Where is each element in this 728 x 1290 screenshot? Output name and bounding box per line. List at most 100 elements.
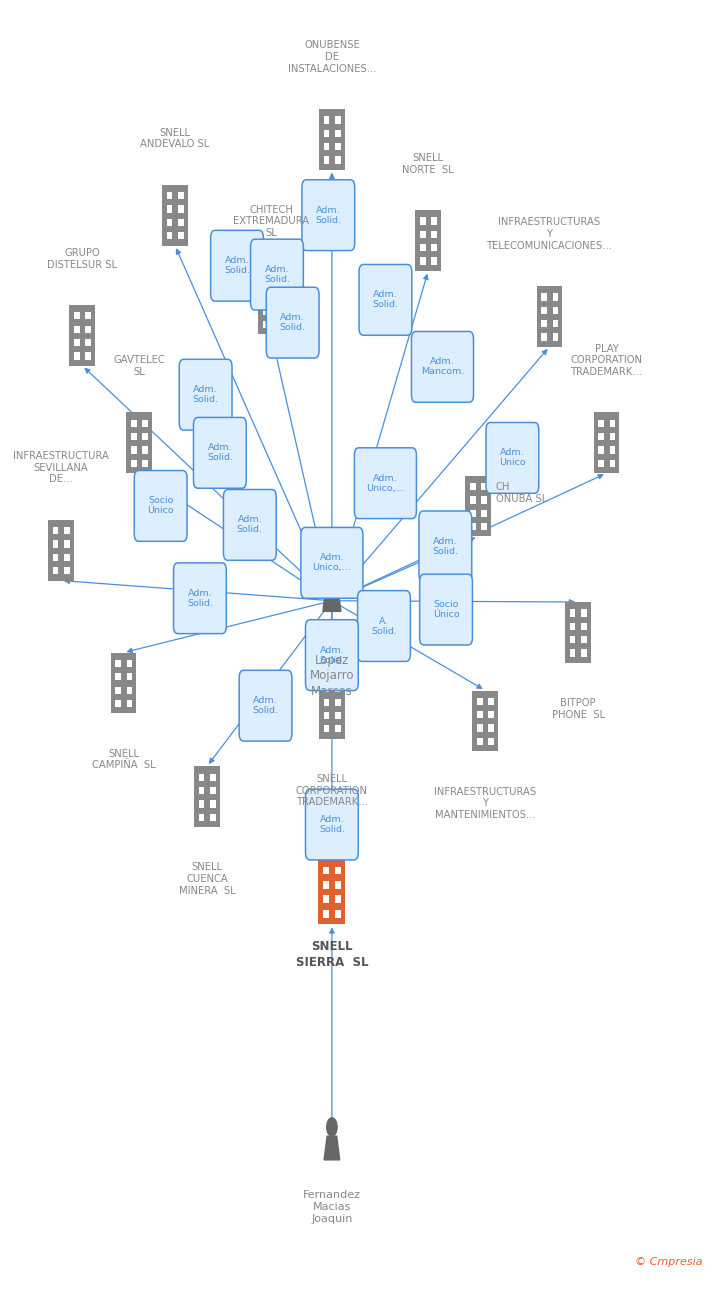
FancyBboxPatch shape <box>167 192 173 200</box>
Text: GAVTELEC
SL: GAVTELEC SL <box>114 355 165 377</box>
FancyBboxPatch shape <box>263 321 269 328</box>
FancyBboxPatch shape <box>210 231 264 301</box>
FancyBboxPatch shape <box>542 320 547 328</box>
FancyBboxPatch shape <box>134 471 187 542</box>
FancyBboxPatch shape <box>598 459 604 467</box>
FancyBboxPatch shape <box>324 156 329 164</box>
FancyBboxPatch shape <box>69 304 95 365</box>
FancyBboxPatch shape <box>324 129 329 137</box>
FancyBboxPatch shape <box>162 184 188 245</box>
FancyBboxPatch shape <box>420 218 426 224</box>
FancyBboxPatch shape <box>470 497 475 503</box>
FancyBboxPatch shape <box>537 286 562 347</box>
FancyBboxPatch shape <box>472 690 498 751</box>
FancyBboxPatch shape <box>324 698 329 706</box>
FancyBboxPatch shape <box>481 482 487 490</box>
FancyBboxPatch shape <box>481 522 487 530</box>
FancyBboxPatch shape <box>416 210 441 271</box>
FancyBboxPatch shape <box>419 574 472 645</box>
FancyBboxPatch shape <box>594 413 620 473</box>
FancyBboxPatch shape <box>127 673 132 681</box>
FancyBboxPatch shape <box>64 568 69 574</box>
Text: © Cmpresia: © Cmpresia <box>636 1256 703 1267</box>
FancyBboxPatch shape <box>335 129 341 137</box>
Text: CHITECH
EXTREMADURA
SL: CHITECH EXTREMADURA SL <box>233 205 309 237</box>
FancyBboxPatch shape <box>598 419 604 427</box>
Text: SNELL
CUENCA
MINERA  SL: SNELL CUENCA MINERA SL <box>179 863 235 895</box>
FancyBboxPatch shape <box>359 264 412 335</box>
FancyBboxPatch shape <box>481 510 487 517</box>
FancyBboxPatch shape <box>178 192 183 200</box>
Text: PLAY
CORPORATION
TRADEMARK...: PLAY CORPORATION TRADEMARK... <box>571 344 643 377</box>
FancyBboxPatch shape <box>553 293 558 301</box>
Circle shape <box>327 1118 337 1136</box>
FancyBboxPatch shape <box>609 419 615 427</box>
FancyBboxPatch shape <box>488 725 494 731</box>
FancyBboxPatch shape <box>465 476 491 537</box>
FancyBboxPatch shape <box>85 352 91 360</box>
FancyBboxPatch shape <box>85 339 91 346</box>
FancyBboxPatch shape <box>609 446 615 454</box>
FancyBboxPatch shape <box>274 307 280 315</box>
FancyBboxPatch shape <box>167 219 173 226</box>
FancyBboxPatch shape <box>64 541 69 548</box>
FancyBboxPatch shape <box>301 528 363 599</box>
FancyBboxPatch shape <box>420 244 426 252</box>
FancyBboxPatch shape <box>486 423 539 493</box>
FancyBboxPatch shape <box>335 698 341 706</box>
FancyBboxPatch shape <box>323 909 329 917</box>
Text: Adm.
Solid.: Adm. Solid. <box>319 815 345 835</box>
FancyBboxPatch shape <box>74 352 79 360</box>
FancyBboxPatch shape <box>542 293 547 301</box>
FancyBboxPatch shape <box>131 419 137 427</box>
FancyBboxPatch shape <box>74 339 79 346</box>
FancyBboxPatch shape <box>306 789 358 860</box>
FancyBboxPatch shape <box>488 738 494 746</box>
FancyBboxPatch shape <box>357 591 411 662</box>
Text: Adm.
Solid.: Adm. Solid. <box>373 290 398 310</box>
FancyBboxPatch shape <box>115 660 121 667</box>
FancyBboxPatch shape <box>179 360 232 430</box>
FancyBboxPatch shape <box>258 273 284 334</box>
FancyBboxPatch shape <box>52 528 58 534</box>
FancyBboxPatch shape <box>115 686 121 694</box>
FancyBboxPatch shape <box>581 609 587 617</box>
FancyBboxPatch shape <box>131 433 137 440</box>
FancyBboxPatch shape <box>85 312 91 320</box>
FancyBboxPatch shape <box>85 325 91 333</box>
FancyBboxPatch shape <box>542 307 547 313</box>
FancyBboxPatch shape <box>52 553 58 561</box>
Text: Adm.
Solid.: Adm. Solid. <box>187 588 213 608</box>
FancyBboxPatch shape <box>411 332 473 402</box>
FancyBboxPatch shape <box>470 510 475 517</box>
FancyBboxPatch shape <box>178 232 183 240</box>
Text: Adm.
Solid.: Adm. Solid. <box>253 697 279 715</box>
FancyBboxPatch shape <box>335 867 341 875</box>
FancyBboxPatch shape <box>127 413 152 473</box>
Text: ONUBENSE
DE
INSTALACIONES...: ONUBENSE DE INSTALACIONES... <box>288 40 376 74</box>
FancyBboxPatch shape <box>239 671 292 740</box>
FancyBboxPatch shape <box>127 700 132 707</box>
Text: SNELL
ANDEVALO SL: SNELL ANDEVALO SL <box>141 128 210 150</box>
FancyBboxPatch shape <box>477 738 483 746</box>
FancyBboxPatch shape <box>52 541 58 548</box>
Text: SNELL
NORTE  SL: SNELL NORTE SL <box>403 154 454 174</box>
FancyBboxPatch shape <box>167 232 173 240</box>
FancyBboxPatch shape <box>199 774 205 780</box>
FancyBboxPatch shape <box>542 333 547 341</box>
FancyBboxPatch shape <box>565 602 591 663</box>
FancyBboxPatch shape <box>570 636 575 644</box>
FancyBboxPatch shape <box>64 553 69 561</box>
Text: Socio
Único: Socio Único <box>147 497 174 516</box>
FancyBboxPatch shape <box>210 774 215 780</box>
Polygon shape <box>324 1136 340 1160</box>
FancyBboxPatch shape <box>553 320 558 328</box>
FancyBboxPatch shape <box>274 321 280 328</box>
Text: BITPOP
PHONE  SL: BITPOP PHONE SL <box>552 698 604 720</box>
Text: GRUPO
DISTELSUR SL: GRUPO DISTELSUR SL <box>47 248 117 270</box>
FancyBboxPatch shape <box>324 712 329 719</box>
FancyBboxPatch shape <box>470 522 475 530</box>
Text: Adm.
Solid.: Adm. Solid. <box>237 516 263 534</box>
Text: Adm.
Unico,...: Adm. Unico,... <box>366 473 405 493</box>
FancyBboxPatch shape <box>115 673 121 681</box>
